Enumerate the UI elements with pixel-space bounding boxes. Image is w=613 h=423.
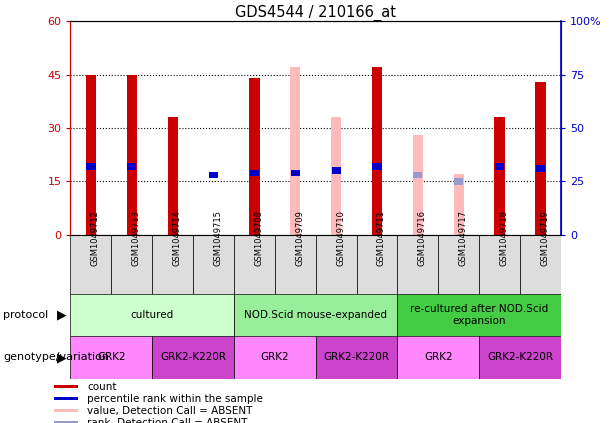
Bar [70,294,234,336]
Bar [234,235,275,294]
Bar [86,163,96,170]
Bar [291,170,300,176]
Text: GRK2-K220R: GRK2-K220R [160,352,226,363]
Bar [438,235,479,294]
Text: GSM1049718: GSM1049718 [500,210,509,266]
Text: ▶: ▶ [57,351,67,364]
Text: cultured: cultured [131,310,174,320]
Bar [372,67,382,235]
Bar [373,163,381,170]
Text: GRK2: GRK2 [424,352,452,363]
Bar [316,235,357,294]
Text: GSM1049711: GSM1049711 [377,210,386,266]
Bar [70,336,152,379]
Bar [193,235,234,294]
Text: GSM1049714: GSM1049714 [173,210,181,266]
Bar [536,165,545,172]
Bar [520,235,561,294]
Text: rank, Detection Call = ABSENT: rank, Detection Call = ABSENT [87,418,248,423]
Text: genotype/variation: genotype/variation [3,352,109,363]
Bar [234,294,397,336]
Bar [331,117,341,235]
Bar [70,235,112,294]
Bar [128,163,136,170]
Bar [413,172,422,178]
Text: protocol: protocol [3,310,48,320]
Bar [209,172,218,178]
Bar [152,235,193,294]
Bar [413,135,423,235]
Text: GRK2-K220R: GRK2-K220R [324,352,390,363]
Text: GSM1049709: GSM1049709 [295,210,304,266]
Bar [454,178,463,184]
Text: GSM1049716: GSM1049716 [418,210,427,266]
Text: GSM1049715: GSM1049715 [213,210,223,266]
Bar [112,235,152,294]
Bar [275,235,316,294]
Text: count: count [87,382,116,392]
Text: percentile rank within the sample: percentile rank within the sample [87,393,263,404]
Bar [127,74,137,235]
Bar [535,82,546,235]
Bar [479,235,520,294]
Bar [454,174,464,235]
Text: GSM1049712: GSM1049712 [91,210,100,266]
Bar [397,235,438,294]
Bar [249,78,259,235]
Bar [495,163,504,170]
Text: value, Detection Call = ABSENT: value, Detection Call = ABSENT [87,406,253,415]
Text: ▶: ▶ [57,309,67,321]
Bar [54,397,78,400]
Text: re-cultured after NOD.Scid
expansion: re-cultured after NOD.Scid expansion [410,304,548,326]
Bar [234,336,316,379]
Bar [479,336,561,379]
Text: GSM1049717: GSM1049717 [459,210,468,266]
Bar [54,409,78,412]
Bar [397,336,479,379]
Title: GDS4544 / 210166_at: GDS4544 / 210166_at [235,5,396,21]
Text: GRK2: GRK2 [261,352,289,363]
Bar [54,385,78,388]
Bar [290,67,300,235]
Bar [167,117,178,235]
Text: GSM1049713: GSM1049713 [132,210,141,266]
Text: GSM1049719: GSM1049719 [541,210,549,266]
Bar [495,117,504,235]
Text: NOD.Scid mouse-expanded: NOD.Scid mouse-expanded [244,310,387,320]
Text: GRK2-K220R: GRK2-K220R [487,352,553,363]
Bar [397,294,561,336]
Bar [152,336,234,379]
Text: GSM1049710: GSM1049710 [336,210,345,266]
Bar [250,170,259,176]
Bar [86,74,96,235]
Text: GSM1049708: GSM1049708 [254,210,264,266]
Bar [332,168,341,174]
Text: GRK2: GRK2 [97,352,126,363]
Bar [357,235,397,294]
Bar [54,421,78,423]
Bar [316,336,397,379]
